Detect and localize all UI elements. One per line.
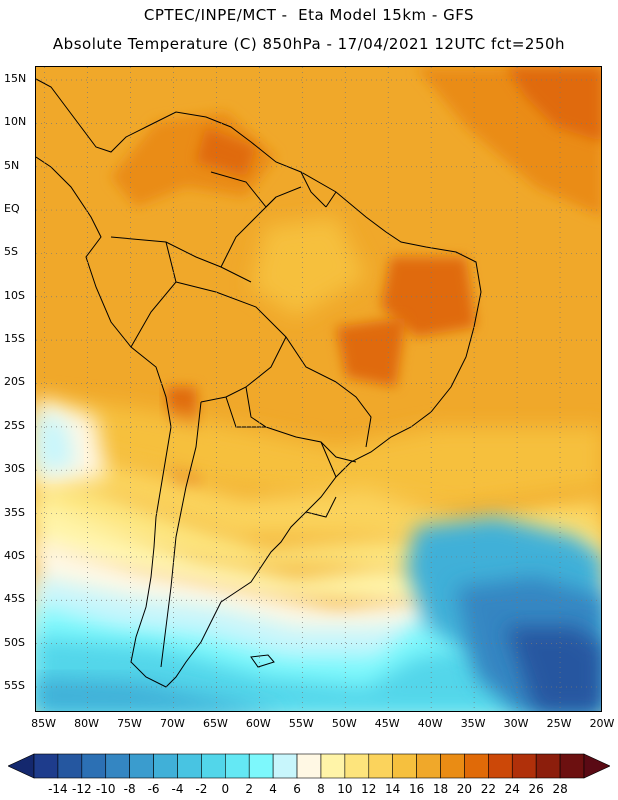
colorbar-swatch [201, 753, 226, 779]
colorbar-swatch [416, 753, 441, 779]
colorbar-swatch [57, 753, 83, 779]
latitude-label: 10S [4, 288, 25, 302]
map-subtitle: Absolute Temperature (C) 850hPa - 17/04/… [52, 35, 566, 53]
latitude-label: 45S [4, 592, 25, 606]
latitude-label: 15S [4, 332, 25, 346]
colorbar-swatch [81, 753, 107, 779]
colorbar-tick-label: -10 [95, 782, 116, 796]
latitude-label: 25S [4, 418, 25, 432]
colorbar-tick-label: -14 [48, 782, 68, 796]
latitude-label: 5N [4, 158, 20, 172]
colorbar-tick-label: 10 [337, 782, 353, 796]
latitude-label: 30S [4, 462, 25, 476]
colorbar-tick-label: 24 [504, 782, 520, 796]
colorbar-swatch [344, 753, 370, 779]
colorbar-tick-label: -6 [147, 782, 160, 796]
colorbar-tick-label: 14 [385, 782, 401, 796]
colorbar-tick-label: 12 [361, 782, 377, 796]
longitude-label: 60W [245, 717, 271, 730]
temperature-field [36, 67, 601, 711]
colorbar-tick-label: 6 [293, 782, 301, 796]
colorbar-tick-label: 8 [317, 782, 325, 796]
longitude-label: 45W [374, 717, 400, 730]
longitude-label: 40W [417, 717, 443, 730]
colorbar-under-arrow [8, 753, 35, 779]
colorbar-swatch [488, 753, 513, 779]
latitude-label: EQ [4, 202, 20, 216]
longitude-label: 50W [331, 717, 357, 730]
colorbar-swatch [392, 753, 417, 779]
colorbar-tick-label: -8 [123, 782, 136, 796]
colorbar-swatch [272, 753, 298, 779]
latitude-label: 35S [4, 505, 25, 519]
colorbar-swatch [177, 753, 202, 779]
longitude-label: 65W [202, 717, 228, 730]
colorbar-swatch [320, 753, 346, 779]
colorbar-swatch [105, 753, 130, 779]
latitude-label: 20S [4, 375, 25, 389]
colorbar-swatch [440, 753, 465, 779]
colorbar-tick-label: 2 [245, 782, 254, 796]
colorbar-swatch [296, 753, 322, 779]
longitude-label: 70W [160, 717, 185, 730]
colorbar [8, 753, 610, 779]
temperature-map [35, 66, 602, 712]
colorbar-swatch [511, 753, 537, 779]
colorbar-tick-label: -2 [195, 782, 208, 796]
longitude-label: 85W [31, 717, 57, 730]
colorbar-tick-label: 22 [480, 782, 496, 796]
longitude-label: 55W [288, 717, 314, 730]
latitude-label: 55S [4, 678, 25, 692]
colorbar-tick-label: 28 [552, 782, 568, 796]
colorbar-tick-label: 18 [432, 782, 449, 796]
latitude-label: 5S [4, 245, 18, 259]
longitude-label: 25W [546, 717, 572, 730]
latitude-label: 10N [4, 115, 27, 129]
map-title: CPTEC/INPE/MCT - Eta Model 15km - GFS [143, 6, 475, 24]
colorbar-tick-label: 16 [408, 782, 425, 796]
colorbar-tick-label: 4 [269, 782, 277, 796]
colorbar-swatch [535, 753, 561, 779]
colorbar-swatch [33, 753, 59, 779]
colorbar-tick-label: 26 [528, 782, 544, 796]
colorbar-over-arrow [583, 753, 610, 779]
latitude-label: 50S [4, 635, 25, 649]
temperature-map-canvas [36, 67, 601, 711]
colorbar-tick-label: 20 [456, 782, 473, 796]
colorbar-swatch [129, 753, 154, 779]
colorbar-tick-label: 0 [221, 782, 230, 796]
colorbar-swatch [464, 753, 489, 779]
colorbar-swatch [559, 753, 585, 779]
colorbar-tick-label: -4 [171, 782, 184, 796]
longitude-label: 80W [74, 717, 99, 730]
colorbar-swatch [153, 753, 178, 779]
longitude-label: 20W [589, 717, 615, 730]
longitude-label: 75W [117, 717, 142, 730]
latitude-label: 40S [4, 548, 25, 562]
latitude-label: 15N [4, 72, 27, 85]
colorbar-swatch [225, 753, 250, 779]
colorbar-swatch [248, 753, 274, 779]
colorbar-swatch [368, 753, 393, 779]
colorbar-tick-label: -12 [72, 782, 92, 796]
longitude-label: 35W [460, 717, 486, 730]
longitude-label: 30W [503, 717, 529, 730]
